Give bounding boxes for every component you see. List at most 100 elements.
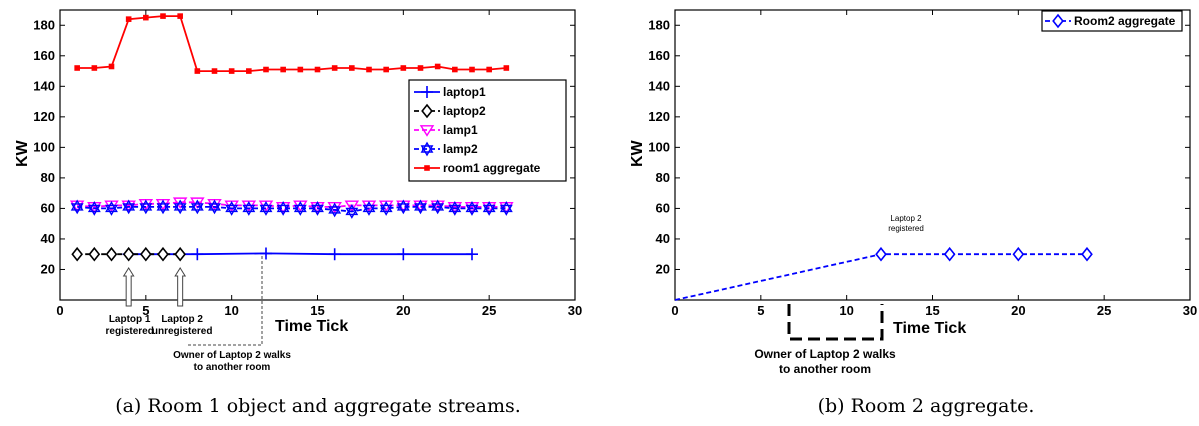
plus-marker (397, 248, 410, 261)
laptop1-arrow (122, 267, 135, 307)
diamond-marker (157, 246, 169, 262)
hexagram-marker-up (328, 202, 342, 214)
series-lamp1 (69, 197, 514, 214)
legend-box (408, 79, 567, 182)
hexagram-marker-down (225, 204, 239, 216)
x-tick-label: 20 (1011, 303, 1025, 318)
legend-entry: laptop1 (414, 85, 486, 99)
hexagram-marker-up (420, 141, 434, 153)
plus-marker (328, 248, 341, 261)
hexagram-marker-down (139, 203, 153, 215)
hexagram-marker-down (345, 207, 359, 219)
hexagram-marker-down (293, 204, 307, 216)
laptop2-arrow (174, 267, 187, 307)
hexagram-marker-down (396, 203, 410, 215)
annotation-laptop2-line2: registered (888, 224, 924, 233)
square-marker (400, 65, 407, 71)
y-tick-label: 40 (41, 231, 55, 246)
hexagram-marker-up (465, 201, 479, 213)
hexagram-marker-up (499, 201, 513, 213)
hexagram-marker-down (70, 203, 84, 215)
hexagram-marker-up (448, 201, 462, 213)
x-tick-label: 5 (757, 303, 764, 318)
hexagram-marker-up (139, 199, 153, 211)
square-marker (314, 66, 321, 73)
hexagram-marker-down (420, 145, 434, 157)
plus-marker (260, 247, 272, 260)
hexagram-marker-up (156, 199, 170, 211)
legend-entry: lamp2 (414, 141, 478, 157)
hexagram-marker-down (276, 204, 290, 216)
hexagram-marker-up (173, 199, 187, 211)
square-marker (143, 14, 149, 21)
hexagram-marker-down (482, 204, 496, 216)
plus-marker (421, 86, 433, 98)
hexagram-marker-down (259, 204, 273, 216)
hexagram-marker-up (293, 201, 307, 213)
y-tick-label: 180 (33, 17, 55, 32)
y-tick-label: 100 (648, 139, 670, 154)
series-room2-aggregate (674, 246, 1093, 301)
square-marker (228, 68, 235, 74)
square-marker (349, 65, 355, 71)
y-tick-label: 140 (648, 78, 670, 93)
hexagram-marker-down (122, 203, 136, 215)
series-room1-aggregate (74, 13, 510, 74)
hexagram-marker-up (208, 199, 221, 211)
square-marker (194, 68, 201, 74)
hexagram-marker-down (431, 203, 445, 215)
series-laptop2 (71, 246, 186, 262)
square-marker (503, 65, 510, 71)
annotation-owner-line1: Owner of Laptop 2 walks (173, 350, 291, 361)
x-tick-label: 25 (1097, 303, 1111, 318)
diamond-marker (943, 246, 956, 262)
hexagram-marker-up (431, 199, 445, 211)
hexagram-marker-up (122, 199, 136, 211)
annotation-laptop2-line1: Laptop 2 (161, 314, 203, 325)
square-marker (424, 165, 430, 171)
legend-label: lamp1 (443, 123, 478, 137)
legend-box (1041, 10, 1183, 32)
square-marker (486, 66, 492, 73)
legend-label: laptop2 (443, 104, 486, 118)
annotation-laptop2-line2: unregistered (152, 326, 213, 337)
hexagram-marker-down (499, 204, 513, 216)
hexagram-marker-down (87, 204, 101, 216)
hexagram-marker-down (190, 203, 204, 215)
square-marker (125, 16, 132, 22)
y-axis-label: KW (14, 139, 31, 167)
hexagram-marker-up (259, 201, 273, 213)
hexagram-marker-down (362, 204, 376, 216)
x-tick-label: 0 (56, 303, 63, 318)
square-marker (211, 68, 218, 74)
hexagram-marker-down (105, 204, 118, 216)
legend-label: lamp2 (443, 142, 478, 156)
annotation-laptop1-line1: Laptop 1 (109, 314, 151, 325)
hexagram-marker-up (414, 199, 427, 211)
diamond-marker (105, 246, 118, 262)
x-tick-label: 25 (482, 303, 496, 318)
legend-label: Room2 aggregate (1074, 14, 1176, 28)
hexagram-marker-up (379, 201, 393, 213)
square-marker (452, 66, 458, 73)
square-marker (280, 66, 286, 73)
x-tick-label: 20 (396, 303, 410, 318)
y-tick-label: 20 (41, 261, 55, 276)
hexagram-marker-down (311, 204, 324, 216)
diamond-marker (71, 246, 83, 262)
square-marker (366, 66, 372, 73)
series-line (77, 15, 507, 72)
legend-entry: lamp1 (414, 123, 478, 137)
annotation-owner-line1: Owner of Laptop 2 walks (754, 347, 896, 361)
hexagram-marker-up (105, 201, 118, 213)
triangle-marker (344, 200, 360, 213)
chart-room2: 0 5 10 15 20 25 30 20 40 60 80 100 120 140 160 180 Time … (629, 9, 1197, 337)
square-marker (331, 65, 338, 71)
diamond-marker (122, 246, 135, 262)
y-tick-label: 80 (656, 170, 670, 185)
hexagram-marker-down (414, 203, 427, 215)
diamond-marker (875, 246, 887, 262)
triangle-marker (419, 125, 435, 137)
